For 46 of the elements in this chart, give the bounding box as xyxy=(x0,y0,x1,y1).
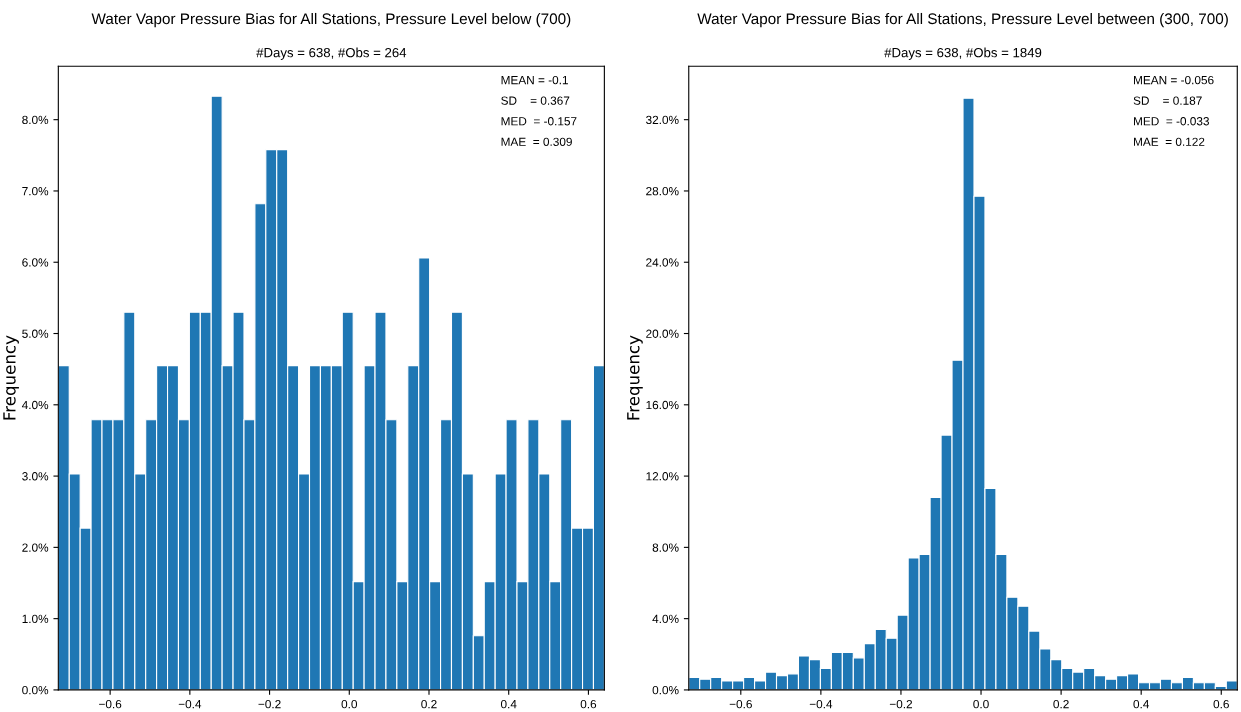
y-tick-label: 8.0% xyxy=(22,115,49,125)
annotation: SD = 0.367 xyxy=(501,96,570,105)
y-tick-label: 4.0% xyxy=(652,614,679,624)
x-tick-label: 0.2 xyxy=(421,699,437,709)
y-tick-label: 5.0% xyxy=(22,329,49,338)
x-tick-label: −0.2 xyxy=(258,699,281,709)
y-tick-label: 28.0% xyxy=(646,186,679,196)
annotation: MED = -0.033 xyxy=(1134,117,1209,126)
annotation: SD = 0.187 xyxy=(1133,96,1202,105)
annotation: MAE = 0.122 xyxy=(1134,137,1205,146)
y-tick-label: 0.0% xyxy=(652,685,679,695)
x-tick-label: 0.4 xyxy=(1133,699,1150,709)
y-tick-label: 8.0% xyxy=(652,543,679,552)
x-tick-label: 0.2 xyxy=(1053,699,1069,709)
chart-subtitle: #Days = 638, #Obs = 1849 xyxy=(884,47,1042,60)
annotation: MAE = 0.309 xyxy=(501,137,572,146)
x-tick-label: −0.4 xyxy=(809,699,833,709)
y-tick-label: 6.0% xyxy=(22,258,49,267)
chart-subtitle: #Days = 638, #Obs = 264 xyxy=(256,47,407,60)
y-tick-label: 24.0% xyxy=(646,258,679,267)
x-tick-label: 0.4 xyxy=(500,699,517,709)
y-tick-label: 0.0% xyxy=(22,685,49,695)
annotation: MEAN = -0.1 xyxy=(501,75,568,85)
chart-title: Water Vapor Pressure Bias for All Stations, Pressure Level below (700) xyxy=(91,12,571,28)
y-tick-label: 7.0% xyxy=(22,186,49,196)
y-tick-label: 2.0% xyxy=(22,543,49,552)
y-axis-title: Frequency xyxy=(627,335,643,420)
y-tick-label: 16.0% xyxy=(646,400,679,410)
y-tick-label: 3.0% xyxy=(22,472,49,481)
x-tick-label: 0.0 xyxy=(341,699,358,709)
x-tick-label: 0.6 xyxy=(1213,699,1229,709)
x-tick-label: −0.4 xyxy=(178,699,202,709)
y-axis-title: Frequency xyxy=(3,335,19,420)
x-tick-label: −0.6 xyxy=(729,699,752,709)
y-tick-label: 4.0% xyxy=(21,400,49,410)
y-tick-label: 1.0% xyxy=(22,614,49,624)
y-tick-label: 20.0% xyxy=(646,329,679,338)
y-tick-label: 32.0% xyxy=(646,115,679,125)
x-tick-label: 0.6 xyxy=(580,699,597,709)
chart-title: Water Vapor Pressure Bias for All Stations, Pressure Level between (300, 700) xyxy=(697,12,1228,28)
annotation: MED = -0.157 xyxy=(501,117,577,126)
x-tick-label: 0.0 xyxy=(973,699,989,709)
y-tick-label: 12.0% xyxy=(646,472,679,481)
x-tick-label: −0.2 xyxy=(889,699,913,709)
annotation: MEAN = -0.056 xyxy=(1134,75,1214,85)
x-tick-label: −0.6 xyxy=(99,699,122,709)
